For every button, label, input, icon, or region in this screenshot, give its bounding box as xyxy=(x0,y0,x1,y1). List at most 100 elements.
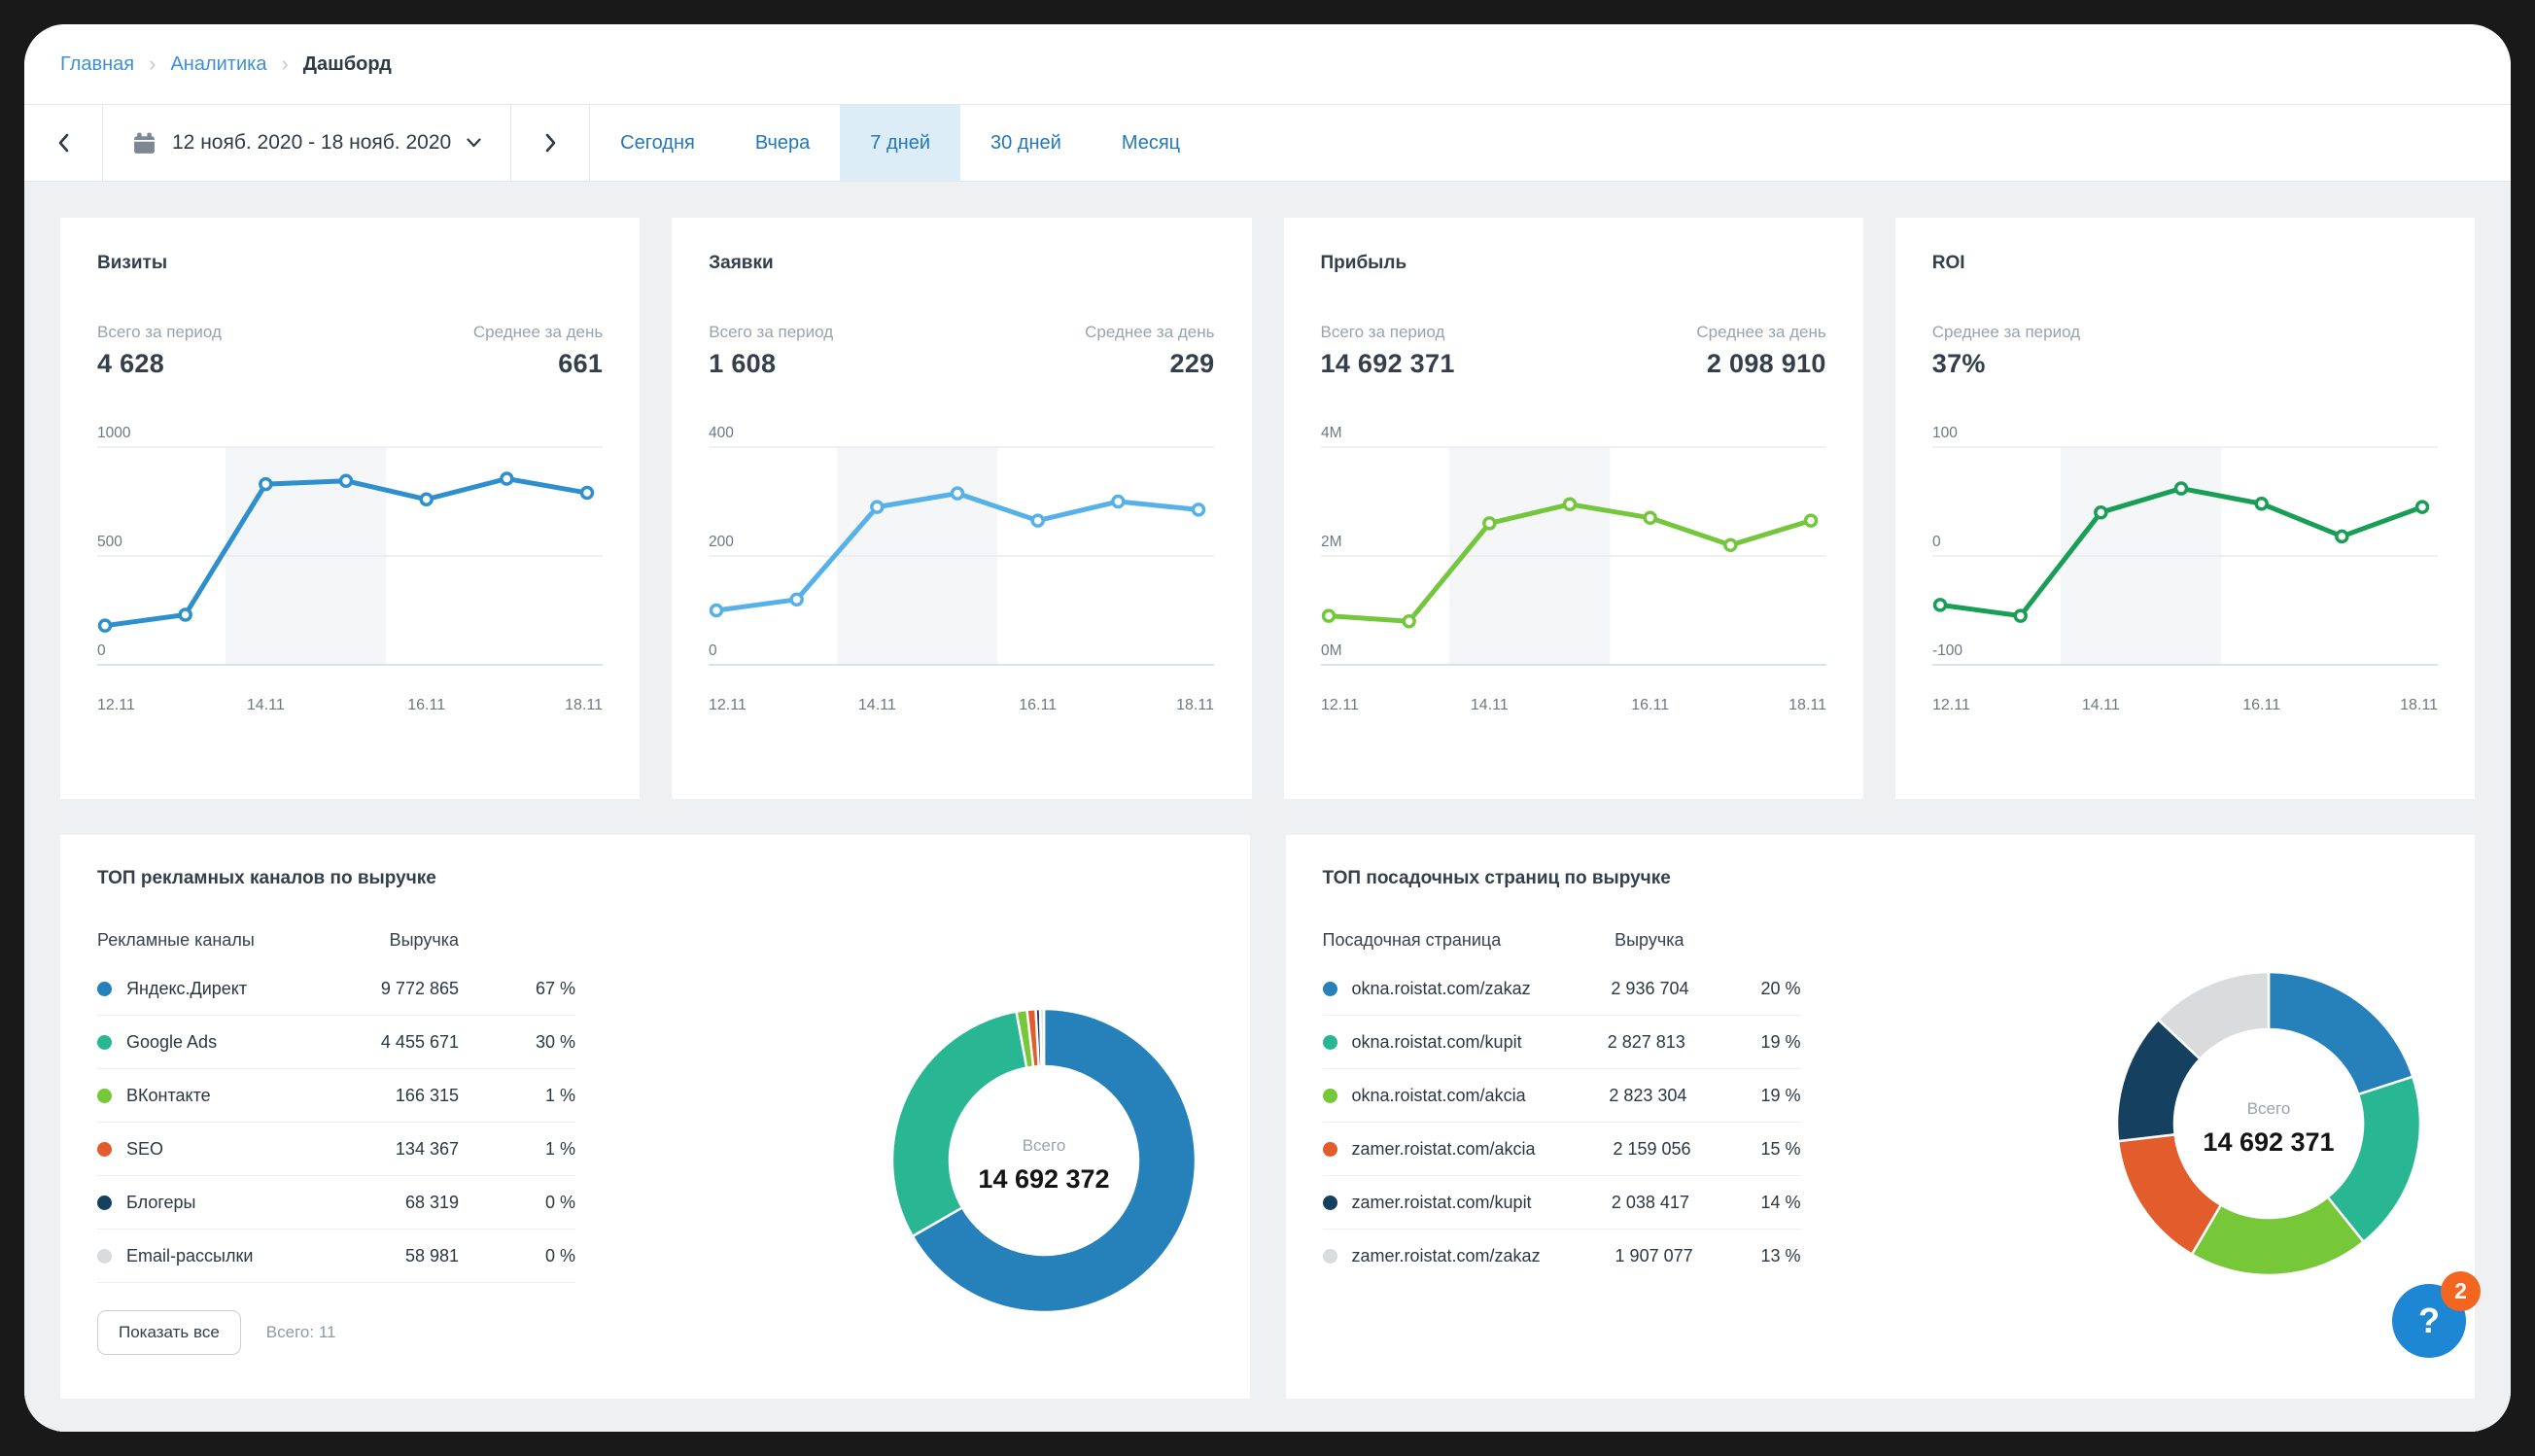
row-name: okna.roistat.com/kupit xyxy=(1351,1031,1522,1052)
x-tick-label: 16.11 xyxy=(407,697,445,713)
x-tick-label: 14.11 xyxy=(247,697,285,713)
donut-slice xyxy=(2157,970,2271,1060)
card-title: ROI xyxy=(1931,253,1965,273)
table-row: Блогеры 68 319 0 % xyxy=(97,1176,575,1230)
row-percent: 20 % xyxy=(1760,978,1801,998)
series-color-dot xyxy=(1322,1034,1337,1050)
chart-holder: 400 200 0 12.11 14.11 16.11 18.11 xyxy=(709,414,1214,726)
show-all-button[interactable]: Показать все xyxy=(97,1310,241,1355)
chevron-left-icon xyxy=(58,133,68,153)
dashboard-content: Визиты Всего за период 4 628 Среднее за ден… xyxy=(24,182,2511,1432)
y-tick-label: 2M xyxy=(1321,534,1342,550)
data-point xyxy=(338,473,354,488)
row-revenue: 1 907 077 xyxy=(1615,1245,1693,1265)
column-header-percent xyxy=(1684,930,1801,951)
prev-period-button[interactable] xyxy=(24,105,103,181)
preset-tab[interactable]: 7 дней xyxy=(840,105,960,181)
data-point xyxy=(951,486,965,501)
donut-wrap: Всего 14 692 371 xyxy=(1801,948,2439,1300)
data-point xyxy=(1111,494,1126,509)
row-revenue: 134 367 xyxy=(395,1138,459,1159)
row-percent: 1 % xyxy=(544,1085,575,1105)
data-point xyxy=(2254,496,2269,511)
x-tick-label: 18.11 xyxy=(2400,697,2438,713)
stat-label: Всего за период xyxy=(97,323,222,341)
table-row: okna.roistat.com/akcia 2 823 304 19 % xyxy=(1322,1069,1801,1123)
card-title: Заявки xyxy=(709,253,774,273)
column-header-name: Посадочная страница xyxy=(1322,930,1502,950)
card-stats: Всего за период 1 608 Среднее за день 229 xyxy=(709,323,1214,379)
stat-value: 1 608 xyxy=(709,349,777,378)
donut-slice xyxy=(1038,1007,1045,1067)
data-point xyxy=(1192,503,1206,517)
row-revenue: 9 772 865 xyxy=(380,978,459,998)
x-tick-label: 16.11 xyxy=(2242,697,2280,713)
row-percent: 15 % xyxy=(1760,1138,1801,1159)
series-color-dot xyxy=(97,1195,112,1210)
breadcrumb-item[interactable]: Аналитика xyxy=(170,52,267,75)
series-color-dot xyxy=(1322,1088,1337,1103)
donut-slice xyxy=(911,1007,1197,1313)
breadcrumb-separator-icon: › xyxy=(281,52,289,76)
next-period-button[interactable] xyxy=(511,105,591,181)
metric-card: Прибыль Всего за период 14 692 371 Среднее … xyxy=(1283,218,1863,799)
table-header: Рекламные каналы Выручка xyxy=(97,930,575,951)
series-color-dot xyxy=(97,1141,112,1157)
data-point xyxy=(579,485,595,501)
data-point xyxy=(2093,504,2108,520)
row-name: zamer.roistat.com/kupit xyxy=(1351,1192,1532,1212)
preset-tab[interactable]: Сегодня xyxy=(620,131,695,154)
notification-badge: 2 xyxy=(2441,1271,2481,1311)
data-point xyxy=(178,607,192,622)
x-tick-label: 12.11 xyxy=(1932,697,1970,713)
data-point xyxy=(419,492,434,507)
breadcrumb-item: Дашборд xyxy=(302,52,392,75)
row-revenue: 68 319 xyxy=(404,1192,459,1212)
data-point xyxy=(1481,516,1497,531)
y-tick-label: 500 xyxy=(97,534,122,550)
x-tick-label: 12.11 xyxy=(1321,697,1359,713)
row-revenue: 2 823 304 xyxy=(1609,1085,1687,1105)
x-tick-label: 12.11 xyxy=(709,697,747,713)
line-chart: 100 0 -100 12.11 14.11 16.11 18.11 xyxy=(1931,425,2438,713)
data-point xyxy=(1562,497,1577,512)
panel-body: Посадочная страница Выручка okna.roistat.c… xyxy=(1322,930,2439,1282)
x-tick-label: 14.11 xyxy=(1470,697,1508,713)
preset-tab[interactable]: Вчера xyxy=(754,131,811,154)
row-revenue: 4 455 671 xyxy=(380,1031,459,1052)
breadcrumb-separator-icon: › xyxy=(149,52,156,76)
data-point xyxy=(789,592,805,607)
preset-tab[interactable]: 30 дней xyxy=(990,131,1061,154)
row-name: zamer.roistat.com/zakaz xyxy=(1351,1245,1541,1265)
line-chart: 4M 2M 0M 12.11 14.11 16.11 18.11 xyxy=(1320,425,1826,713)
question-mark-icon: ? xyxy=(2418,1300,2440,1340)
data-point xyxy=(1932,598,1947,612)
series-color-dot xyxy=(97,1034,112,1050)
table-footer: Показать все Всего: 11 xyxy=(97,1310,575,1355)
table-row: ВКонтакте 166 315 1 % xyxy=(97,1069,575,1123)
breadcrumb-item[interactable]: Главная xyxy=(60,52,135,75)
donut-slice xyxy=(2267,970,2414,1096)
row-percent: 13 % xyxy=(1760,1245,1801,1265)
table-row: Email-рассылки 58 981 0 % xyxy=(97,1230,575,1283)
line-chart: 400 200 0 12.11 14.11 16.11 18.11 xyxy=(709,425,1214,713)
date-range-selector[interactable]: 12 нояб. 2020 - 18 нояб. 2020 xyxy=(103,105,512,181)
y-tick-label: 0M xyxy=(1321,642,1342,659)
help-button[interactable]: ? 2 xyxy=(2392,1271,2481,1358)
row-percent: 67 % xyxy=(535,978,575,998)
row-name: ВКонтакте xyxy=(126,1085,211,1105)
preset-tab[interactable]: Месяц xyxy=(1121,131,1181,154)
stat: Среднее за период 37% xyxy=(1932,323,2080,379)
y-tick-label: 400 xyxy=(709,425,734,441)
data-point xyxy=(2414,500,2429,514)
table-row: Google Ads 4 455 671 30 % xyxy=(97,1016,575,1069)
card-stats: Всего за период 14 692 371 Среднее за день… xyxy=(1321,323,1826,379)
chevron-down-icon xyxy=(467,138,481,148)
top-panel: ТОП рекламных каналов по выручке Рекламны… xyxy=(60,835,1250,1399)
row-percent: 14 % xyxy=(1760,1192,1801,1212)
stat: Среднее за день 229 xyxy=(1085,323,1214,379)
donut-chart: Всего 14 692 372 xyxy=(890,1007,1197,1313)
row-revenue: 2 159 056 xyxy=(1613,1138,1691,1159)
row-revenue: 2 038 417 xyxy=(1611,1192,1689,1212)
stat: Всего за период 14 692 371 xyxy=(1321,323,1455,379)
